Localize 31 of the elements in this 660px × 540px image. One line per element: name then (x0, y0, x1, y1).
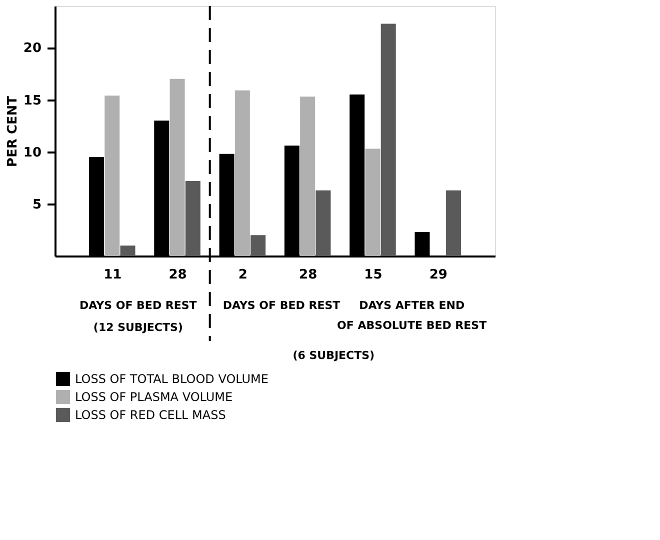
text: DAYS OF BED REST (80, 299, 198, 312)
bar (365, 148, 380, 256)
text: (6 SUBJECTS) (292, 349, 375, 362)
legend-label: LOSS OF PLASMA VOLUME (75, 390, 233, 404)
y-tick-label: 10 (23, 145, 42, 160)
bar (380, 24, 396, 256)
legend-label: LOSS OF TOTAL BLOOD VOLUME (75, 372, 268, 386)
text: DAYS AFTER END (359, 299, 465, 312)
text: (12 SUBJECTS) (93, 321, 183, 334)
legend-label: LOSS OF RED CELL MASS (75, 408, 226, 422)
bar (300, 96, 316, 256)
y-tick-label: 5 (32, 197, 42, 212)
x-tick-label: 29 (429, 268, 448, 282)
x-tick-label: 2 (238, 268, 248, 282)
text: OF ABSOLUTE BED REST (337, 319, 488, 332)
y-tick-label: 20 (23, 41, 42, 56)
x-tick-label: 11 (104, 268, 122, 282)
bar (316, 190, 331, 256)
bar (250, 235, 266, 256)
x-tick-label: 28 (299, 268, 318, 282)
x-tick-label: 28 (168, 268, 187, 282)
bar (446, 190, 462, 256)
y-tick-label: 15 (23, 93, 42, 108)
bar (120, 246, 136, 256)
y-axis-title: PER CENT (5, 96, 20, 168)
text: DAYS OF BED REST (222, 299, 341, 312)
bar (185, 181, 200, 256)
bar (104, 96, 120, 256)
x-tick-label: 15 (364, 268, 382, 282)
bar (234, 90, 250, 256)
bar (170, 78, 185, 256)
